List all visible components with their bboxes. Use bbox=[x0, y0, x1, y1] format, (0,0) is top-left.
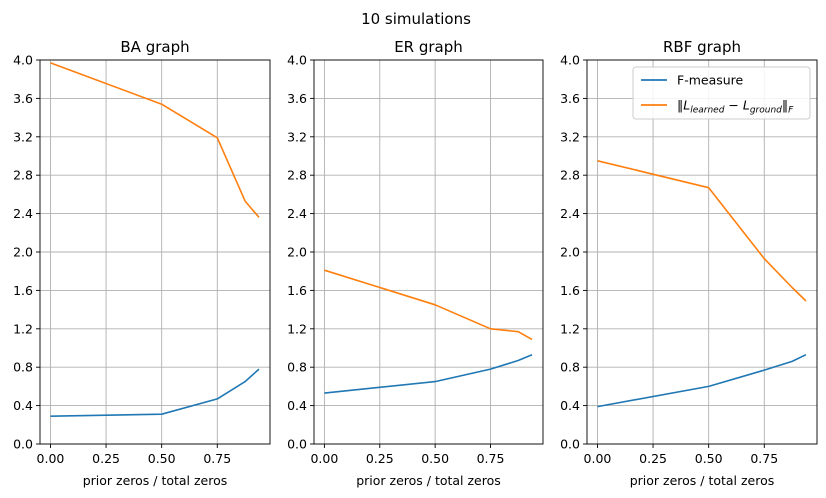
series-line-orange bbox=[324, 269, 533, 341]
y-tick-label: 2.8 bbox=[287, 168, 307, 183]
y-tick-label: 1.6 bbox=[13, 283, 33, 298]
y-tick-label: 0.0 bbox=[560, 437, 580, 452]
y-tick-label: 1.2 bbox=[287, 321, 307, 336]
y-tick-label: 3.2 bbox=[560, 129, 580, 144]
series-line-orange bbox=[597, 160, 807, 302]
y-tick-label: 0.4 bbox=[287, 398, 307, 413]
y-tick-label: 1.2 bbox=[13, 321, 33, 336]
y-tick-label: 1.6 bbox=[287, 283, 307, 298]
legend-label: ‖Llearned − Lground‖F bbox=[677, 98, 794, 116]
legend-box bbox=[632, 66, 811, 120]
series-line-blue bbox=[597, 353, 807, 408]
x-tick-label: 0.25 bbox=[639, 451, 667, 466]
chart-panel-1: BA graph 0.0 0.4 0.8 1.2 1.6 2.0 2.4 2.8 3.2 3.6 4.… bbox=[13, 38, 271, 488]
x-axis-label: prior zeros / total zeros bbox=[83, 473, 228, 488]
y-tick-label: 0.4 bbox=[13, 398, 33, 413]
x-tick-label: 0.50 bbox=[421, 451, 449, 466]
x-tick-label: 0.75 bbox=[203, 451, 231, 466]
x-axis-label: prior zeros / total zeros bbox=[630, 473, 775, 488]
y-tick-label: 3.6 bbox=[13, 91, 33, 106]
y-tick-label: 2.4 bbox=[13, 206, 33, 221]
y-tick-label: 2.0 bbox=[560, 245, 580, 260]
y-tick-label: 0.8 bbox=[13, 360, 33, 375]
x-tick-label: 0.25 bbox=[366, 451, 394, 466]
x-tick-label: 0.25 bbox=[92, 451, 120, 466]
y-tick-label: 3.6 bbox=[287, 91, 307, 106]
y-tick-label: 0.0 bbox=[287, 437, 307, 452]
x-tick-label: 0.00 bbox=[37, 451, 65, 466]
y-tick-label: 3.6 bbox=[560, 91, 580, 106]
figure-suptitle: 10 simulations bbox=[361, 10, 471, 28]
y-tick-label: 4.0 bbox=[13, 53, 33, 68]
y-tick-label: 0.4 bbox=[560, 398, 580, 413]
y-tick-label: 2.0 bbox=[287, 245, 307, 260]
chart-panel-2: ER graph 0.0 0.4 0.8 1.2 1.6 2.0 2.4 2.8 3.2 3.6 4.… bbox=[287, 38, 544, 488]
y-tick-label: 2.4 bbox=[287, 206, 307, 221]
y-tick-label: 4.0 bbox=[560, 53, 580, 68]
x-tick-label: 0.75 bbox=[750, 451, 778, 466]
x-tick-label: 0.00 bbox=[584, 451, 612, 466]
y-tick-label: 2.4 bbox=[560, 206, 580, 221]
y-tick-label: 1.6 bbox=[560, 283, 580, 298]
chart-title: RBF graph bbox=[663, 38, 741, 56]
y-tick-label: 0.0 bbox=[13, 437, 33, 452]
legend-label: F-measure bbox=[677, 73, 744, 88]
chart-title: BA graph bbox=[120, 38, 189, 56]
chart-title: ER graph bbox=[394, 38, 463, 56]
series-line-blue bbox=[50, 368, 260, 417]
x-tick-label: 0.00 bbox=[310, 451, 338, 466]
y-tick-label: 4.0 bbox=[287, 53, 307, 68]
y-tick-label: 2.8 bbox=[13, 168, 33, 183]
y-tick-label: 3.2 bbox=[13, 129, 33, 144]
chart-panel-3: RBF graph 0.0 0.4 0.8 1.2 1.6 2.0 2.4 2.8 3.2 3.6 4… bbox=[560, 38, 818, 488]
y-tick-label: 2.8 bbox=[560, 168, 580, 183]
x-axis-label: prior zeros / total zeros bbox=[356, 473, 501, 488]
y-tick-label: 0.8 bbox=[560, 360, 580, 375]
y-tick-label: 1.2 bbox=[560, 321, 580, 336]
series-line-blue bbox=[324, 353, 533, 394]
y-tick-label: 2.0 bbox=[13, 245, 33, 260]
x-tick-label: 0.50 bbox=[148, 451, 176, 466]
x-tick-label: 0.50 bbox=[695, 451, 723, 466]
legend: F-measure ‖Llearned − Lground‖F bbox=[632, 66, 811, 120]
y-tick-label: 0.8 bbox=[287, 360, 307, 375]
series-line-orange bbox=[50, 62, 260, 218]
x-tick-label: 0.75 bbox=[477, 451, 505, 466]
y-tick-label: 3.2 bbox=[287, 129, 307, 144]
